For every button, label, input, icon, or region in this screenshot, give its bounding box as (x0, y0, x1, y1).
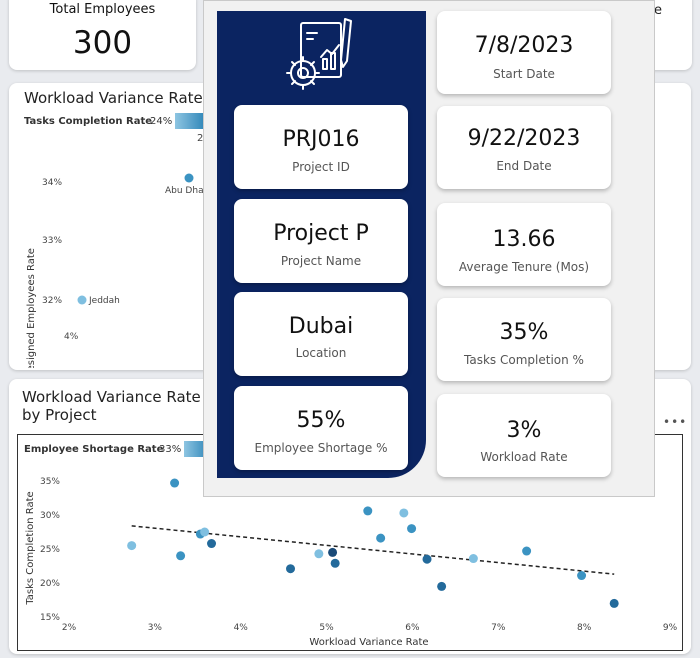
employee-shortage-label: Employee Shortage % (254, 441, 388, 455)
start-date-label: Start Date (493, 67, 555, 81)
y-tick-label: 35% (40, 477, 60, 487)
tooltip-card-location: Dubai Location (234, 292, 408, 376)
project-gear-document-icon (286, 18, 352, 90)
project-name-value: Project P (273, 221, 369, 246)
slicer-label: Tasks Completion Rate (24, 116, 153, 127)
end-date-value: 9/22/2023 (467, 126, 581, 151)
average-tenure-value: 13.66 (492, 227, 556, 252)
y-tick-label: 30% (40, 511, 60, 521)
slicer-tick-label: 2 (197, 133, 204, 144)
average-tenure-label: Average Tenure (Mos) (458, 260, 590, 274)
project-name-label: Project Name (280, 254, 362, 268)
y-tick-label: 33% (42, 236, 62, 246)
point-label: Abu Dha (165, 186, 204, 196)
kpi-value: 300 (72, 25, 133, 61)
data-point[interactable] (609, 598, 619, 608)
data-point[interactable] (170, 478, 180, 488)
y-tick-label: 15% (40, 613, 60, 623)
data-point[interactable] (437, 581, 447, 591)
y-tick-label: 32% (42, 296, 62, 306)
data-point[interactable] (468, 554, 478, 564)
x-axis-title: Workload Variance Rate (309, 637, 428, 648)
end-date-label: End Date (496, 159, 552, 173)
project-id-label: Project ID (292, 160, 350, 174)
x-tick-label: 4% (64, 332, 79, 342)
y-tick-label: 34% (42, 178, 62, 188)
data-point[interactable] (330, 558, 340, 568)
x-tick-label: 6% (405, 623, 420, 633)
project-id-value: PRJ016 (282, 127, 360, 152)
tooltip-card-employee-shortage: 55% Employee Shortage % (234, 386, 408, 470)
point-label: Jeddah (88, 296, 120, 306)
data-point[interactable] (77, 295, 87, 305)
y-axis-title: Tasks Completion Rate (25, 491, 36, 605)
workload-rate-value: 3% (506, 418, 542, 443)
start-date-value: 7/8/2023 (474, 33, 574, 58)
data-point[interactable] (407, 524, 417, 534)
scatter-plot-1[interactable]: Resigned Employees Rate 34% 33% 32% Abu … (9, 128, 209, 368)
chart-title: Workload Variance Rate (24, 89, 203, 107)
tooltip-card-project-id: PRJ016 Project ID (234, 105, 408, 189)
x-tick-label: 5% (319, 623, 334, 633)
x-tick-label: 2% (62, 623, 77, 633)
tasks-completion-value: 35% (499, 320, 549, 345)
tooltip-card-tasks-completion: 35% Tasks Completion % (437, 298, 611, 381)
x-tick-label: 4% (234, 623, 249, 633)
workload-rate-label: Workload Rate (480, 450, 568, 464)
data-point[interactable] (200, 527, 210, 537)
data-point[interactable] (286, 564, 296, 574)
tooltip-card-average-tenure: 13.66 Average Tenure (Mos) (437, 203, 611, 286)
more-options-icon[interactable]: ••• (663, 415, 688, 429)
slicer-value: 33% (159, 444, 182, 455)
project-tooltip: PRJ016 Project ID Project P Project Name… (203, 0, 655, 497)
slicer-bar[interactable] (184, 441, 209, 457)
slicer-value: 24% (150, 116, 173, 127)
x-tick-label: 3% (148, 623, 163, 633)
tooltip-card-workload-rate: 3% Workload Rate (437, 394, 611, 477)
data-point[interactable] (176, 551, 186, 561)
y-tick-label: 20% (40, 579, 60, 589)
data-point[interactable] (577, 571, 587, 581)
kpi-card-total-employees: Total Employees 300 (9, 0, 196, 70)
tasks-completion-label: Tasks Completion % (464, 353, 584, 367)
y-axis-title: Resigned Employees Rate (26, 248, 37, 368)
scatter-plot-2[interactable]: Tasks Completion Rate Workload Variance … (9, 379, 691, 654)
chart-title-line-2: by Project (22, 406, 97, 424)
slicer-bar[interactable] (175, 113, 205, 129)
location-label: Location (295, 346, 347, 360)
location-value: Dubai (288, 314, 354, 339)
chart-title-line-1: Workload Variance Rate a (22, 388, 215, 406)
data-point[interactable] (376, 533, 386, 543)
data-point[interactable] (363, 506, 373, 516)
data-point[interactable] (314, 549, 324, 559)
data-point[interactable] (328, 547, 338, 557)
data-point[interactable] (207, 539, 217, 549)
data-point[interactable] (127, 541, 137, 551)
x-tick-label: 9% (663, 623, 678, 633)
x-tick-label: 7% (491, 623, 506, 633)
y-tick-label: 25% (40, 545, 60, 555)
tooltip-card-start-date: 7/8/2023 Start Date (437, 11, 611, 94)
kpi-title: Total Employees (49, 2, 156, 17)
tooltip-card-end-date: 9/22/2023 End Date (437, 106, 611, 189)
data-point[interactable] (522, 546, 532, 556)
data-point[interactable] (184, 173, 194, 183)
trendline (131, 525, 615, 575)
tooltip-card-project-name: Project P Project Name (234, 199, 408, 283)
employee-shortage-value: 55% (296, 408, 346, 433)
slicer-label: Employee Shortage Rate (24, 444, 164, 455)
data-point[interactable] (399, 508, 409, 518)
data-point[interactable] (422, 554, 432, 564)
x-tick-label: 8% (577, 623, 592, 633)
